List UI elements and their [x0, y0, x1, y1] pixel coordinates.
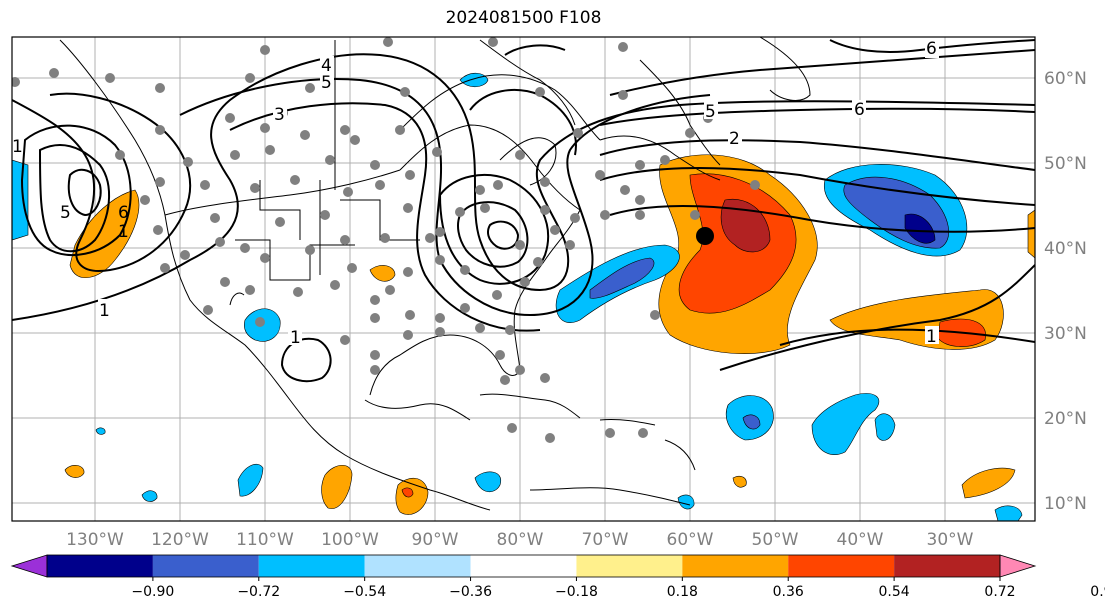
colorbar-extend-high: [999, 554, 1037, 578]
colorbar-tick-label: −0.18: [555, 584, 598, 600]
svg-text:40°W: 40°W: [837, 530, 884, 550]
coastlines: [59, 37, 811, 511]
colorbar-segment: [364, 555, 471, 577]
colorbar-segment: [576, 555, 683, 577]
svg-text:1: 1: [99, 301, 110, 321]
colorbar-segment: [682, 555, 789, 577]
svg-text:20°N: 20°N: [1044, 409, 1087, 429]
svg-text:1: 1: [118, 222, 129, 242]
colorbar-segment: [47, 555, 153, 577]
colorbar-segment: [470, 555, 577, 577]
colorbar-tick-label: −0.90: [131, 584, 174, 600]
svg-text:100°W: 100°W: [321, 530, 379, 550]
svg-text:1: 1: [926, 327, 937, 347]
station-markers: [12, 37, 760, 443]
svg-text:5: 5: [321, 73, 332, 93]
storm-center-marker: [696, 227, 714, 245]
svg-text:130°W: 130°W: [66, 530, 124, 550]
colorbar-tick-label: 0.18: [667, 584, 698, 600]
colorbar-tick-label: −0.36: [449, 584, 492, 600]
svg-text:60°N: 60°N: [1044, 69, 1087, 89]
shaded-anomaly-fields: [12, 72, 1035, 521]
colorbar: −0.90 −0.72 −0.54 −0.36 −0.18 0.18 0.36 0.54 0.7…: [10, 554, 1105, 600]
svg-text:5: 5: [60, 203, 71, 223]
colorbar-extend-low: [10, 554, 48, 578]
map-frame: [11, 36, 1036, 522]
svg-text:40°N: 40°N: [1044, 239, 1087, 259]
svg-text:5: 5: [705, 102, 716, 122]
svg-text:90°W: 90°W: [412, 530, 459, 550]
svg-text:6: 6: [854, 100, 865, 120]
svg-text:30°N: 30°N: [1044, 324, 1087, 344]
svg-text:10°N: 10°N: [1044, 494, 1087, 514]
map-title: 2024081500 F108: [445, 8, 602, 28]
svg-text:60°W: 60°W: [667, 530, 714, 550]
svg-text:6: 6: [118, 203, 129, 223]
svg-text:1: 1: [290, 328, 301, 348]
colorbar-tick-label: −0.72: [237, 584, 280, 600]
svg-text:110°W: 110°W: [236, 530, 294, 550]
colorbar-tick-label: −0.54: [343, 584, 386, 600]
svg-text:50°N: 50°N: [1044, 154, 1087, 174]
longitude-labels: 130°W 120°W 110°W 100°W 90°W 80°W 70°W 6…: [66, 530, 974, 550]
latitude-labels: 60°N 50°N 40°N 30°N 20°N 10°N: [1044, 69, 1087, 514]
svg-text:80°W: 80°W: [497, 530, 544, 550]
svg-text:6: 6: [926, 39, 937, 59]
colorbar-segment: [258, 555, 365, 577]
colorbar-tick-label: 0.72: [984, 584, 1015, 600]
colorbar-segment: [788, 555, 895, 577]
colorbar-segment: [894, 555, 1000, 577]
svg-text:70°W: 70°W: [582, 530, 629, 550]
svg-text:1: 1: [12, 137, 23, 157]
svg-text:50°W: 50°W: [752, 530, 799, 550]
svg-text:3: 3: [274, 105, 285, 125]
height-contours: [12, 39, 1035, 383]
colorbar-tick-label: 0.36: [773, 584, 804, 600]
colorbar-segment: [152, 555, 259, 577]
svg-text:4: 4: [321, 56, 332, 76]
svg-text:2: 2: [729, 129, 740, 149]
colorbar-tick-label: 0.90: [1090, 584, 1105, 600]
contour-labels: 4 5 3 5 2 6 6 1 1 1 5 6 1 1: [12, 39, 939, 348]
svg-text:120°W: 120°W: [151, 530, 209, 550]
svg-text:30°W: 30°W: [927, 530, 974, 550]
colorbar-tick-label: 0.54: [879, 584, 910, 600]
